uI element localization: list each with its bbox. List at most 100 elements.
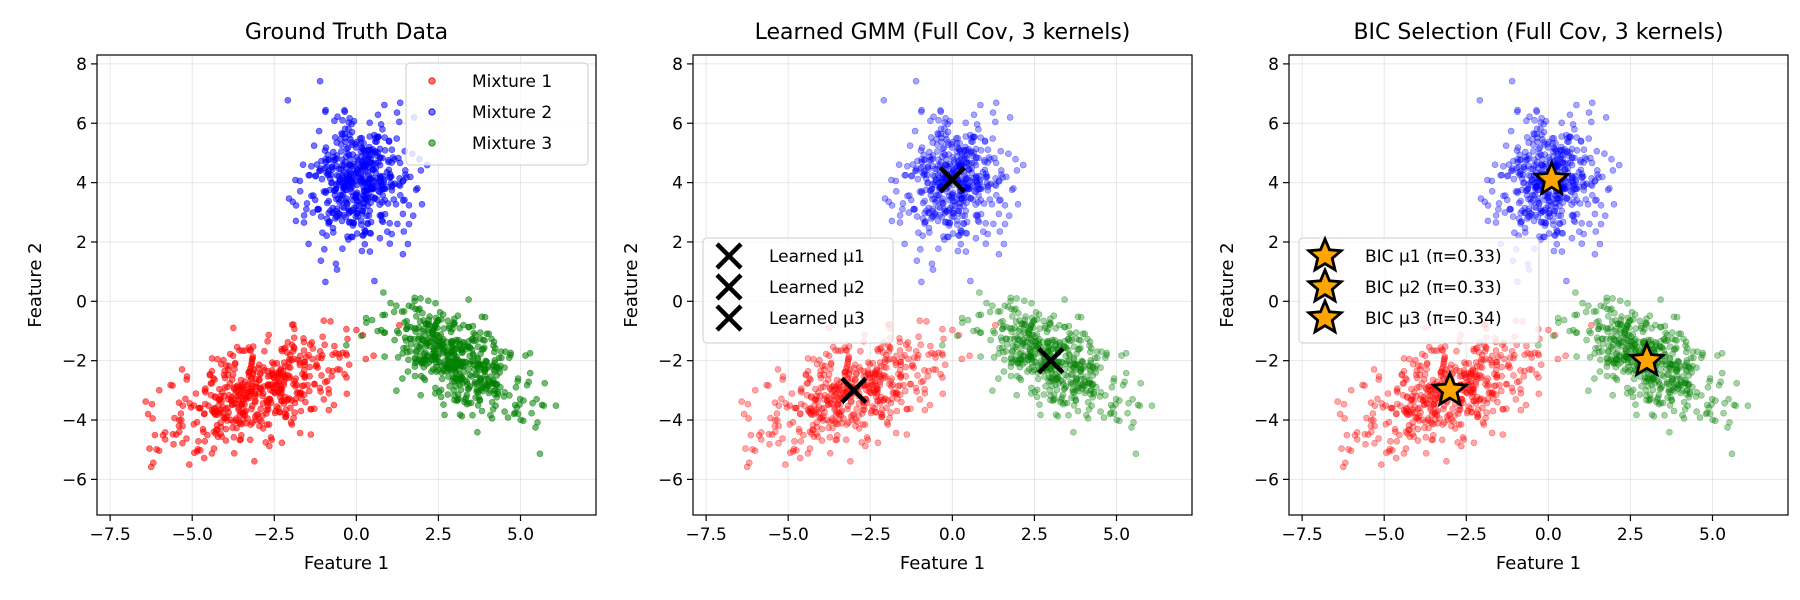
data-point	[847, 398, 855, 406]
data-point	[380, 176, 388, 184]
data-point	[1657, 296, 1664, 303]
data-point	[1370, 366, 1378, 373]
data-point	[870, 386, 878, 394]
data-point	[1403, 394, 1411, 401]
data-point	[999, 348, 1007, 356]
data-point	[835, 386, 843, 394]
data-point	[910, 364, 917, 371]
data-point	[1580, 187, 1588, 194]
data-point	[1535, 164, 1542, 172]
data-point	[1658, 343, 1665, 351]
data-point	[1077, 372, 1085, 379]
data-point	[994, 308, 1002, 315]
data-point	[359, 146, 367, 153]
legend-entry-label: Mixture 1	[472, 72, 552, 92]
data-point	[1012, 352, 1020, 360]
data-point	[844, 356, 852, 363]
data-point	[470, 361, 478, 368]
data-point	[997, 196, 1004, 204]
data-point	[493, 363, 501, 371]
data-point	[876, 381, 884, 389]
data-point	[829, 424, 836, 432]
data-point	[211, 410, 218, 418]
data-point	[1003, 340, 1011, 348]
data-point	[925, 224, 933, 232]
data-point	[929, 172, 937, 179]
data-point	[1402, 428, 1410, 436]
data-point	[1400, 355, 1408, 362]
centroid-x-marker-2	[840, 376, 868, 404]
data-point	[1488, 389, 1496, 396]
data-point	[1031, 350, 1038, 358]
data-point	[1514, 106, 1521, 114]
data-point	[1047, 320, 1054, 327]
data-point	[1073, 376, 1080, 384]
data-point	[1552, 232, 1559, 239]
data-point	[506, 392, 513, 399]
data-point	[220, 356, 227, 364]
data-point	[1086, 342, 1093, 349]
data-point	[771, 422, 779, 430]
data-point	[1665, 370, 1672, 378]
data-point	[749, 446, 756, 453]
data-point	[391, 156, 398, 163]
data-point	[1530, 192, 1537, 199]
data-point	[1416, 383, 1423, 391]
data-point	[1488, 177, 1496, 185]
data-point	[918, 144, 926, 151]
data-point	[1475, 411, 1482, 419]
data-point	[937, 107, 944, 114]
data-point	[1040, 391, 1048, 398]
data-point	[1479, 419, 1487, 426]
tick-marks	[91, 63, 522, 521]
data-point	[1573, 185, 1581, 193]
data-point	[1552, 192, 1560, 200]
data-point	[200, 410, 208, 418]
data-point	[1097, 364, 1104, 372]
data-point	[913, 388, 921, 395]
data-point	[278, 347, 286, 355]
data-point	[425, 329, 433, 336]
data-point	[933, 191, 940, 199]
data-point	[895, 161, 903, 168]
data-point	[1001, 302, 1009, 310]
data-point	[892, 389, 900, 396]
data-point	[1047, 374, 1055, 382]
data-point	[1536, 144, 1544, 151]
data-point	[766, 440, 773, 448]
data-point	[980, 200, 988, 207]
data-point	[1083, 373, 1091, 380]
data-point	[1683, 386, 1691, 394]
data-point	[1573, 196, 1581, 204]
data-point	[1096, 393, 1104, 400]
data-point	[446, 365, 453, 372]
data-point	[371, 195, 378, 202]
data-point	[804, 355, 812, 362]
legend-star-marker-1	[1305, 235, 1345, 273]
data-point	[1061, 337, 1069, 345]
data-point	[286, 351, 294, 359]
data-point	[1451, 425, 1459, 432]
data-point	[843, 347, 851, 354]
x-tick-label: 2.5	[1617, 525, 1644, 545]
data-point	[333, 181, 340, 188]
data-point	[476, 329, 484, 336]
data-point	[1572, 289, 1579, 296]
data-point	[343, 390, 351, 398]
data-point	[765, 430, 773, 438]
data-point	[1522, 401, 1530, 409]
data-point	[1633, 411, 1640, 419]
data-point	[1008, 305, 1015, 313]
data-point	[1495, 200, 1503, 207]
data-point	[818, 414, 826, 422]
data-point	[1564, 135, 1571, 142]
data-point	[1621, 350, 1628, 358]
data-point	[976, 185, 984, 192]
data-point	[409, 212, 417, 219]
data-point	[1403, 410, 1410, 418]
data-point	[299, 370, 306, 378]
data-point	[1556, 219, 1563, 227]
data-point	[822, 380, 830, 387]
data-point	[957, 199, 964, 207]
data-point	[1097, 388, 1105, 396]
